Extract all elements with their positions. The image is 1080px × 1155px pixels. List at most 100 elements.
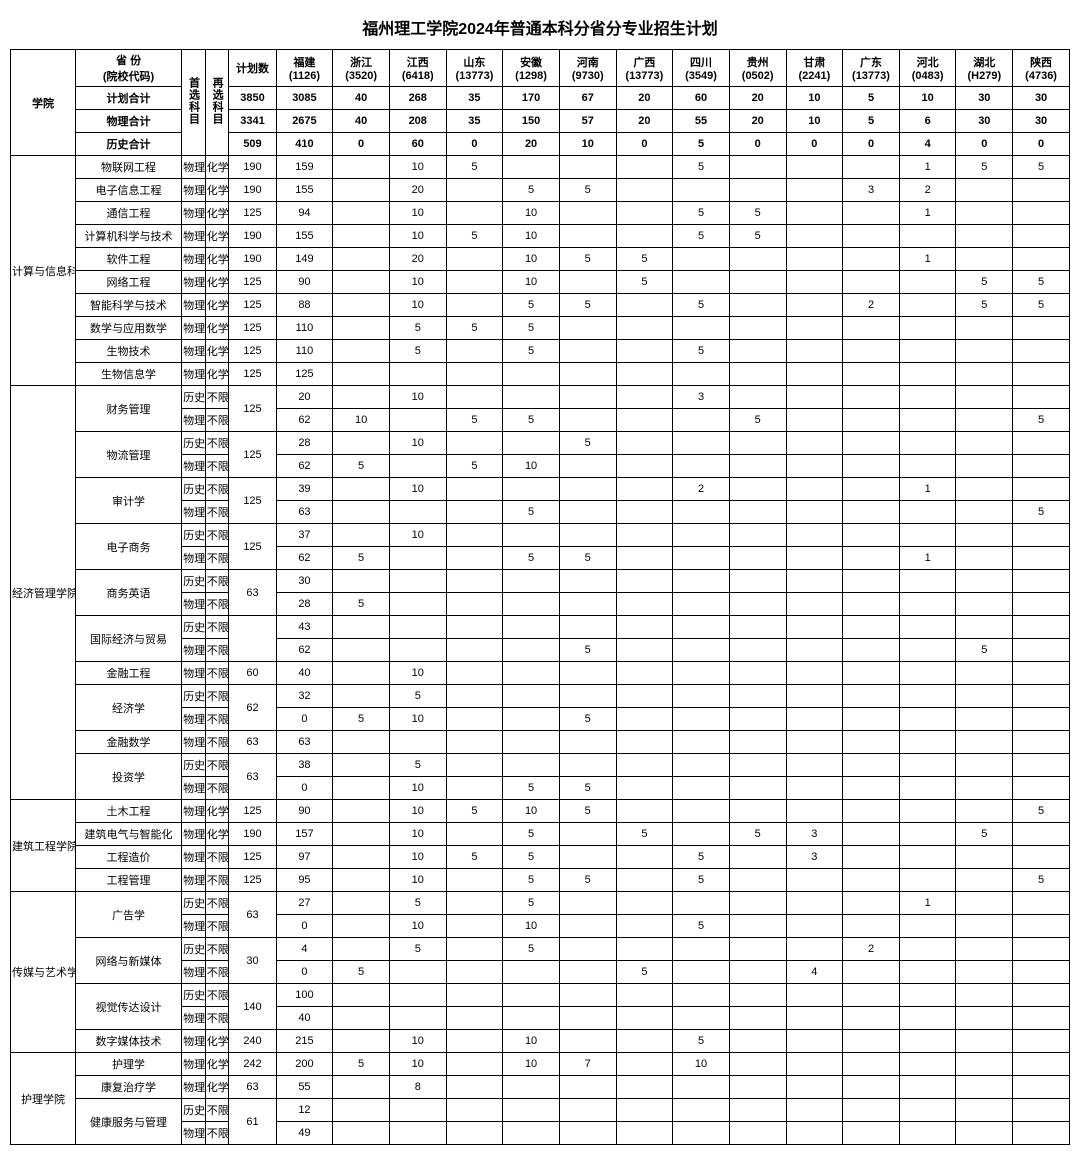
sub2-cell: 不限 — [205, 547, 229, 570]
hdr-prov: 广西(13773) — [616, 50, 673, 87]
hdr-prov: 江西(6418) — [389, 50, 446, 87]
enrollment-table: 学院省 份(院校代码)首选科目再选科目计划数福建(1126)浙江(3520)江西… — [10, 49, 1070, 1145]
value-cell — [673, 961, 730, 984]
value-cell — [786, 616, 843, 639]
major-cell: 商务英语 — [75, 570, 181, 616]
value-cell — [729, 915, 786, 938]
value-cell — [503, 639, 560, 662]
total-hist-val: 4 — [899, 133, 956, 156]
value-cell — [786, 363, 843, 386]
value-cell — [729, 294, 786, 317]
value-cell — [786, 938, 843, 961]
value-cell: 38 — [276, 754, 333, 777]
total-phys-val: 10 — [786, 110, 843, 133]
value-cell — [446, 616, 503, 639]
hdr-prov: 湖北(H279) — [956, 50, 1013, 87]
value-cell — [673, 363, 730, 386]
value-cell — [446, 363, 503, 386]
value-cell: 200 — [276, 1053, 333, 1076]
value-cell — [786, 915, 843, 938]
value-cell — [729, 478, 786, 501]
value-cell — [503, 593, 560, 616]
value-cell — [899, 271, 956, 294]
value-cell — [956, 777, 1013, 800]
sub1-cell: 物理 — [182, 961, 206, 984]
value-cell — [616, 731, 673, 754]
value-cell — [503, 524, 560, 547]
value-cell: 5 — [446, 156, 503, 179]
value-cell — [843, 432, 900, 455]
value-cell — [389, 1007, 446, 1030]
sub1-cell: 物理 — [182, 1053, 206, 1076]
sub1-cell: 物理 — [182, 1007, 206, 1030]
major-cell: 经济学 — [75, 685, 181, 731]
hdr-college: 学院 — [11, 50, 76, 156]
value-cell: 0 — [276, 777, 333, 800]
value-cell — [899, 846, 956, 869]
value-cell — [786, 455, 843, 478]
value-cell — [899, 225, 956, 248]
value-cell — [786, 1007, 843, 1030]
value-cell — [786, 869, 843, 892]
value-cell — [729, 984, 786, 1007]
total-hist-val: 0 — [843, 133, 900, 156]
value-cell — [786, 386, 843, 409]
value-cell — [899, 1030, 956, 1053]
value-cell: 40 — [276, 662, 333, 685]
value-cell — [503, 662, 560, 685]
value-cell — [673, 547, 730, 570]
sub1-cell: 物理 — [182, 179, 206, 202]
value-cell: 159 — [276, 156, 333, 179]
value-cell: 5 — [503, 823, 560, 846]
value-cell — [899, 708, 956, 731]
sub1-cell: 物理 — [182, 156, 206, 179]
value-cell — [503, 685, 560, 708]
value-cell — [559, 501, 616, 524]
sub1-cell: 物理 — [182, 777, 206, 800]
value-cell: 5 — [559, 639, 616, 662]
value-cell: 5 — [446, 225, 503, 248]
sub2-cell: 化学 — [205, 340, 229, 363]
value-cell: 10 — [389, 271, 446, 294]
value-cell — [729, 846, 786, 869]
value-cell — [843, 984, 900, 1007]
major-cell: 网络与新媒体 — [75, 938, 181, 984]
value-cell — [956, 938, 1013, 961]
value-cell — [899, 1122, 956, 1145]
value-cell — [616, 455, 673, 478]
sub2-cell: 不限 — [205, 915, 229, 938]
total-hist-val: 0 — [446, 133, 503, 156]
value-cell — [729, 271, 786, 294]
hdr-prov: 四川(3549) — [673, 50, 730, 87]
value-cell — [786, 708, 843, 731]
sub1-cell: 历史 — [182, 1099, 206, 1122]
value-cell — [729, 731, 786, 754]
value-cell — [333, 915, 390, 938]
value-cell — [673, 455, 730, 478]
plan-cell: 240 — [229, 1030, 276, 1053]
value-cell — [729, 1076, 786, 1099]
value-cell — [673, 616, 730, 639]
value-cell: 5 — [1013, 271, 1070, 294]
major-cell: 电子信息工程 — [75, 179, 181, 202]
value-cell — [956, 1053, 1013, 1076]
sub1-cell: 物理 — [182, 731, 206, 754]
value-cell — [389, 961, 446, 984]
value-cell — [333, 754, 390, 777]
total-all-val: 170 — [503, 87, 560, 110]
value-cell — [616, 501, 673, 524]
value-cell — [729, 1122, 786, 1145]
value-cell — [786, 731, 843, 754]
total-phys-val: 6 — [899, 110, 956, 133]
value-cell — [559, 225, 616, 248]
total-all-val: 30 — [1013, 87, 1070, 110]
major-cell: 软件工程 — [75, 248, 181, 271]
value-cell: 5 — [559, 432, 616, 455]
value-cell — [729, 432, 786, 455]
total-all-val: 10 — [899, 87, 956, 110]
sub2-cell: 不限 — [205, 984, 229, 1007]
value-cell — [503, 708, 560, 731]
table-row: 生物信息学物理化学125125 — [11, 363, 1070, 386]
value-cell — [673, 1007, 730, 1030]
value-cell: 100 — [276, 984, 333, 1007]
